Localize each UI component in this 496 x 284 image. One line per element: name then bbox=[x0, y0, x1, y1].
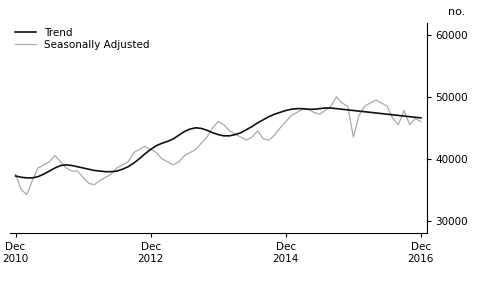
Trend bbox=[322, 106, 328, 110]
Trend bbox=[24, 176, 30, 179]
Seasonally Adjusted bbox=[390, 117, 396, 120]
Trend bbox=[12, 174, 18, 178]
Trend bbox=[153, 144, 159, 147]
Seasonally Adjusted bbox=[418, 120, 424, 123]
Line: Seasonally Adjusted: Seasonally Adjusted bbox=[15, 97, 421, 195]
Trend bbox=[221, 134, 227, 137]
Trend bbox=[390, 113, 396, 116]
Line: Trend: Trend bbox=[15, 108, 421, 178]
Seasonally Adjusted bbox=[373, 98, 379, 102]
Seasonally Adjusted bbox=[153, 151, 159, 154]
Seasonally Adjusted bbox=[221, 123, 227, 126]
Trend bbox=[373, 111, 379, 115]
Seasonally Adjusted bbox=[333, 95, 339, 99]
Trend bbox=[108, 170, 114, 174]
Seasonally Adjusted bbox=[108, 172, 114, 176]
Seasonally Adjusted bbox=[12, 172, 18, 176]
Seasonally Adjusted bbox=[24, 193, 30, 196]
Legend: Trend, Seasonally Adjusted: Trend, Seasonally Adjusted bbox=[15, 28, 150, 50]
Trend bbox=[418, 116, 424, 120]
Trend bbox=[362, 110, 368, 113]
Text: no.: no. bbox=[448, 7, 465, 17]
Seasonally Adjusted bbox=[362, 105, 368, 108]
